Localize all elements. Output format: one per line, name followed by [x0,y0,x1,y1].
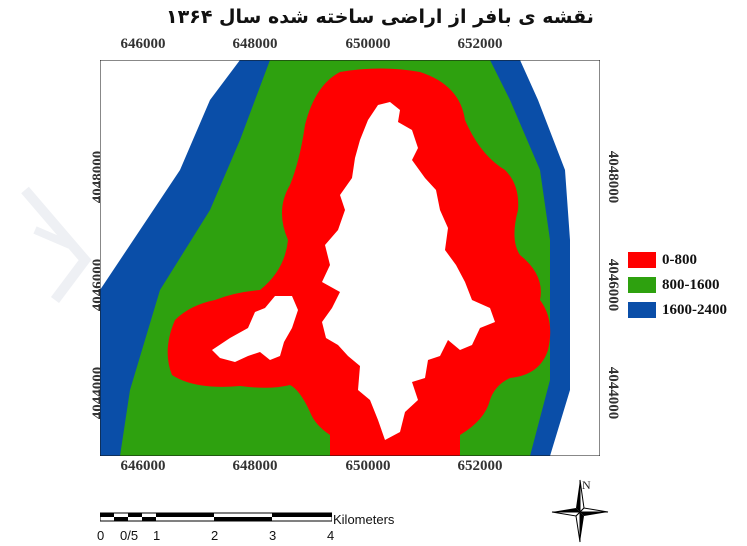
x-tick-top-652000: 652000 [457,36,503,52]
x-tick-bottom-648000: 648000 [232,458,278,474]
scale-label-4: 4 [327,528,335,543]
built-land-main [322,102,495,440]
north-arrow-icon [551,479,609,543]
y-tick-right-4046000: 4046000 [605,258,621,312]
y-tick-right-4048000: 4048000 [605,150,621,204]
scale-label-2: 2 [211,528,219,543]
north-label: N [582,478,591,492]
scale-bar [100,512,332,522]
scale-unit: Kilometers [333,512,395,527]
buffer-map [100,60,600,456]
watermark-logo-icon [21,186,92,303]
y-tick-right-4044000: 4044000 [605,366,621,420]
x-tick-bottom-650000: 650000 [345,458,391,474]
scale-label-3: 3 [269,528,277,543]
legend-swatch-green [628,277,656,293]
x-tick-top-650000: 650000 [345,36,391,52]
x-tick-bottom-646000: 646000 [120,458,166,474]
legend-label: 0-800 [662,251,697,268]
scale-label-1: 1 [153,528,161,543]
legend-swatch-blue [628,302,656,318]
legend-item-800-1600: 800-1600 [628,275,727,295]
x-tick-top-646000: 646000 [120,36,166,52]
scale-label-0-5: 0/5 [120,528,139,543]
built-land-west [212,296,298,362]
legend-item-1600-2400: 1600-2400 [628,300,727,320]
legend: 0-800 800-1600 1600-2400 [628,250,727,325]
map-title: نقشه ی بافر از اراضی ساخته شده سال ۱۳۶۴ [166,6,594,28]
legend-swatch-red [628,252,656,268]
x-tick-bottom-652000: 652000 [457,458,503,474]
x-tick-top-648000: 648000 [232,36,278,52]
legend-label: 800-1600 [662,276,720,293]
scale-label-0: 0 [97,528,105,543]
legend-item-0-800: 0-800 [628,250,727,270]
legend-label: 1600-2400 [662,301,727,318]
